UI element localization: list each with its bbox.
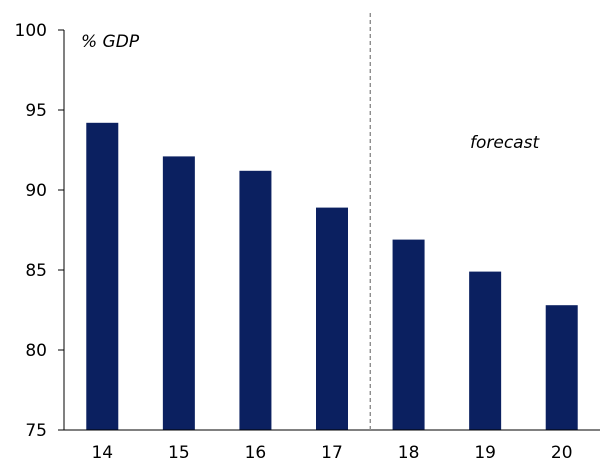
y-axis-unit-label: % GDP xyxy=(81,32,140,52)
x-tick-label-14: 14 xyxy=(91,443,113,461)
bar-16 xyxy=(239,170,272,431)
bar-19 xyxy=(469,271,502,430)
y-axis-ticks: 75 80 85 90 95 100 xyxy=(15,21,64,441)
bar-20 xyxy=(545,305,578,430)
y-tick-label-100: 100 xyxy=(15,21,47,41)
x-tick-label-20: 20 xyxy=(551,443,573,461)
bar-15 xyxy=(162,156,195,430)
y-tick-label-95: 95 xyxy=(25,101,47,121)
y-tick-label-85: 85 xyxy=(25,261,47,281)
y-tick-label-80: 80 xyxy=(25,341,47,361)
bar-18 xyxy=(392,239,425,430)
y-tick-label-75: 75 xyxy=(25,421,47,441)
x-tick-label-16: 16 xyxy=(245,443,267,461)
bar-14 xyxy=(86,122,119,431)
bars-group xyxy=(86,122,578,431)
x-tick-label-15: 15 xyxy=(168,443,190,461)
x-axis-ticks: 14 15 16 17 18 19 20 xyxy=(91,443,572,461)
forecast-label: forecast xyxy=(470,133,540,153)
bar-17 xyxy=(316,207,348,430)
x-tick-label-17: 17 xyxy=(321,443,343,461)
x-tick-label-19: 19 xyxy=(474,443,496,461)
x-tick-label-18: 18 xyxy=(398,443,420,461)
y-tick-label-90: 90 xyxy=(25,181,47,201)
